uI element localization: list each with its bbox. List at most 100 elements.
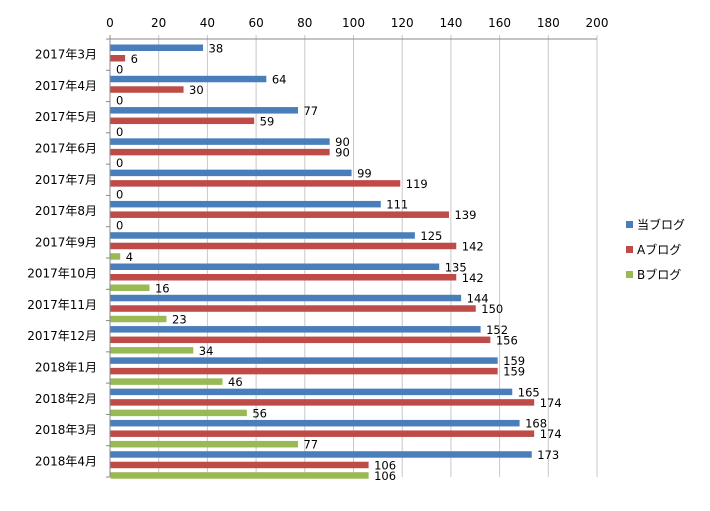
category-label: 2018年1月 — [35, 361, 97, 375]
data-label: 64 — [272, 73, 287, 87]
bar — [110, 253, 121, 260]
category-label: 2017年9月 — [35, 235, 97, 249]
category-labels: 2017年3月 2017年4月 2017年5月 2017年6月 2017年7月 2017年… — [27, 48, 97, 469]
data-label: 106 — [374, 469, 396, 483]
category-label: 2017年4月 — [35, 79, 97, 93]
bar — [110, 75, 267, 83]
data-label: 23 — [172, 313, 187, 327]
data-label: 56 — [252, 406, 267, 420]
x-tick-label: 20 — [151, 16, 166, 30]
x-tick-label: 0 — [106, 16, 114, 30]
data-label: 106 — [374, 458, 396, 472]
x-tick-label: 120 — [391, 16, 414, 30]
category-label: 2017年12月 — [27, 329, 97, 343]
bar — [110, 107, 298, 114]
bar — [110, 440, 298, 448]
category-label: 2017年6月 — [35, 142, 97, 156]
data-label: 0 — [116, 125, 123, 139]
data-label: 46 — [228, 375, 243, 389]
data-label: 6 — [131, 52, 138, 66]
data-label: 174 — [540, 427, 562, 441]
bar — [110, 399, 535, 406]
bar — [110, 169, 352, 177]
bar — [110, 461, 369, 469]
bar — [110, 357, 498, 364]
data-label: 152 — [486, 323, 508, 337]
data-label: 125 — [420, 229, 442, 243]
legend-swatch — [626, 221, 633, 228]
data-label: 173 — [537, 448, 559, 462]
data-label: 159 — [503, 365, 525, 379]
bar — [110, 200, 381, 208]
bar — [110, 315, 167, 323]
data-label: 30 — [189, 83, 204, 97]
bar — [110, 86, 184, 93]
data-label: 111 — [386, 198, 408, 212]
data-label: 0 — [116, 156, 123, 170]
x-tick-labels: 0 20 40 60 80 100 120 140 160 180 200 — [106, 16, 608, 30]
data-label: 0 — [116, 187, 123, 201]
category-label: 2017年10月 — [27, 267, 97, 281]
bar — [110, 326, 481, 333]
x-tick-label: 140 — [439, 16, 462, 30]
legend-label: Bブログ — [637, 267, 681, 282]
bar — [110, 336, 491, 344]
data-label: 165 — [518, 385, 540, 399]
bars — [110, 44, 535, 479]
data-label: 150 — [481, 302, 503, 316]
data-label: 77 — [303, 104, 318, 118]
x-tick-label: 100 — [342, 16, 365, 30]
bar — [110, 148, 330, 156]
bar — [110, 263, 440, 270]
legend: 当ブログ Aブログ Bブログ — [626, 217, 685, 282]
data-label: 0 — [116, 62, 123, 76]
bar — [110, 294, 462, 302]
bar — [110, 211, 449, 218]
data-label: 77 — [303, 438, 318, 452]
data-label: 34 — [199, 344, 214, 358]
bar — [110, 117, 255, 125]
bar — [110, 138, 330, 145]
category-label: 2017年7月 — [35, 173, 97, 187]
data-label: 4 — [126, 250, 133, 264]
legend-label: Aブログ — [637, 242, 681, 257]
category-label: 2017年5月 — [35, 110, 97, 124]
data-label: 168 — [525, 417, 547, 431]
data-label: 142 — [462, 271, 484, 285]
category-label: 2018年3月 — [35, 423, 97, 437]
data-label: 0 — [116, 219, 123, 233]
category-label: 2018年2月 — [35, 392, 97, 406]
x-tick-label: 60 — [248, 16, 263, 30]
x-tick-label: 180 — [537, 16, 560, 30]
bar — [110, 451, 532, 458]
data-label: 59 — [260, 114, 275, 128]
data-label: 0 — [116, 94, 123, 108]
category-label: 2017年8月 — [35, 204, 97, 218]
bar — [110, 55, 126, 62]
data-label: 139 — [454, 208, 476, 222]
data-label: 144 — [467, 292, 489, 306]
x-tick-label: 200 — [586, 16, 609, 30]
bar — [110, 180, 401, 187]
data-label: 99 — [357, 166, 372, 180]
data-labels: 38 64 77 90 99 111 125 135 144 152 159 165 168 173 6 30… — [116, 41, 562, 483]
bar — [110, 430, 535, 437]
legend-swatch — [626, 271, 633, 278]
bar — [110, 232, 415, 239]
data-label: 90 — [335, 146, 350, 160]
bar — [110, 419, 520, 427]
bar — [110, 242, 457, 250]
data-label: 16 — [155, 281, 170, 295]
bar — [110, 378, 223, 385]
x-tick-label: 40 — [200, 16, 215, 30]
category-label: 2017年11月 — [27, 298, 97, 312]
data-label: 38 — [209, 41, 224, 55]
data-label: 119 — [406, 177, 428, 191]
bar — [110, 347, 194, 354]
bar — [110, 44, 204, 51]
data-label: 142 — [462, 239, 484, 253]
x-tick-label: 80 — [297, 16, 312, 30]
bar — [110, 305, 476, 312]
category-label: 2017年3月 — [35, 48, 97, 62]
